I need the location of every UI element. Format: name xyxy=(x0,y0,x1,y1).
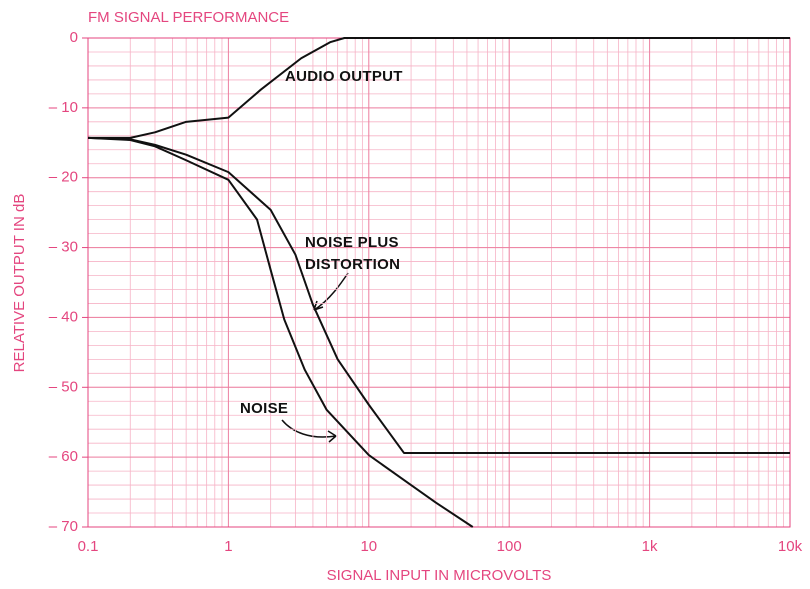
y-tick-label: – 40 xyxy=(49,308,78,325)
series-label: NOISE xyxy=(240,400,289,417)
series-label: AUDIO OUTPUT xyxy=(285,68,403,85)
x-tick-label: 10k xyxy=(778,538,803,555)
x-tick-label: 100 xyxy=(497,538,522,555)
x-axis-label: SIGNAL INPUT IN MICROVOLTS xyxy=(327,567,552,584)
y-tick-label: – 10 xyxy=(49,99,78,116)
x-tick-label: 1 xyxy=(224,538,232,555)
x-tick-label: 1k xyxy=(642,538,658,555)
arrow xyxy=(281,419,337,443)
series-label: NOISE PLUS DISTORTION xyxy=(305,234,401,273)
arrow xyxy=(313,272,349,311)
series-line xyxy=(87,136,790,454)
y-axis-label: RELATIVE OUTPUT IN dB xyxy=(11,194,28,373)
y-tick-label: – 60 xyxy=(49,448,78,465)
x-tick-label: 0.1 xyxy=(78,538,99,555)
series-line xyxy=(87,136,474,528)
y-tick-label: – 20 xyxy=(49,169,78,186)
y-tick-label: – 30 xyxy=(49,239,78,256)
x-tick-label: 10 xyxy=(360,538,377,555)
y-tick-label: – 70 xyxy=(49,518,78,535)
y-tick-label: – 50 xyxy=(49,378,78,395)
series-line xyxy=(88,37,790,139)
chart-title: FM SIGNAL PERFORMANCE xyxy=(88,9,289,26)
y-tick-label: 0 xyxy=(70,29,78,46)
